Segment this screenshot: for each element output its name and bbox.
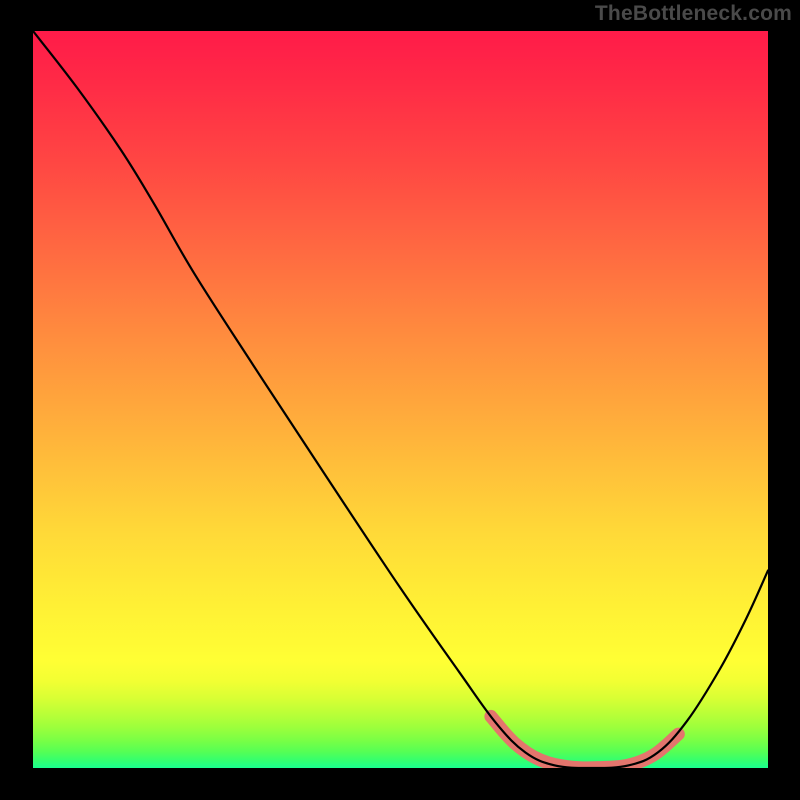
chart-plot-area [33,31,768,768]
watermark-text: TheBottleneck.com [595,2,792,26]
chart-background-gradient [33,31,768,768]
bottleneck-curve-chart [33,31,768,768]
